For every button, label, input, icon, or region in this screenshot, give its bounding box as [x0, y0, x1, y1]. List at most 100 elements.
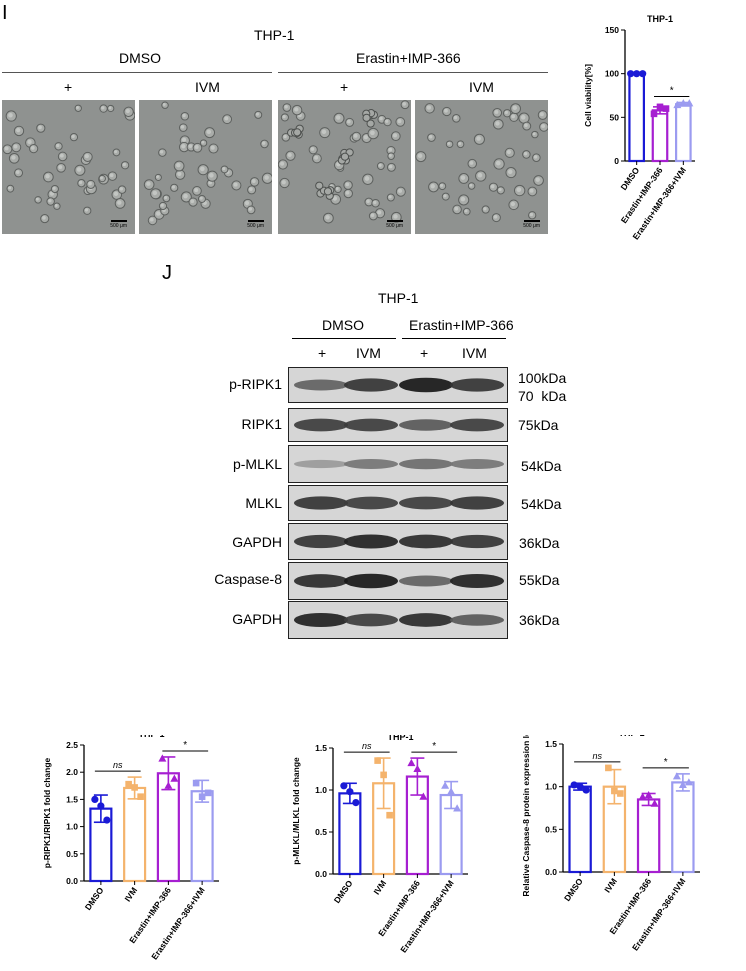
- cell-highlight: [524, 123, 528, 128]
- blot-size-ripk1: 75kDa: [518, 417, 559, 433]
- bar: [636, 798, 661, 874]
- data-point: [576, 783, 584, 791]
- cell-highlight: [483, 207, 487, 211]
- cell-highlight: [332, 196, 338, 201]
- cell-highlight: [443, 194, 447, 198]
- panel-j-lane-label: IVM: [356, 345, 381, 361]
- cell-highlight: [109, 173, 114, 178]
- cell-highlight: [38, 125, 42, 130]
- cell-highlight: [506, 149, 511, 155]
- blot-band: [344, 378, 398, 392]
- cell-highlight: [181, 137, 187, 142]
- blot-band: [450, 534, 504, 549]
- cell-highlight: [283, 134, 287, 139]
- cell-highlight: [52, 186, 56, 190]
- cell-highlight: [469, 183, 473, 187]
- cell-highlight: [495, 160, 501, 166]
- cell-highlight: [210, 145, 215, 150]
- cell-highlight: [8, 186, 12, 190]
- panel-j-group-erastin: Erastin+IMP-366: [409, 317, 514, 333]
- blot-label-p-ripk1: p-RIPK1: [229, 376, 282, 392]
- cell-highlight: [363, 135, 368, 140]
- p-ripk1-fold-change-chart: THP-1 p-RIPK1/RIPK1 fold change 0.0 0.5 1.0 1…: [42, 735, 219, 962]
- blot-band: [399, 534, 453, 549]
- cell-highlight: [529, 188, 534, 193]
- y-tick-label: 1.5: [66, 794, 78, 804]
- cell-highlight: [15, 170, 20, 174]
- cell-highlight: [255, 112, 260, 116]
- cell-highlight: [393, 133, 397, 138]
- blot-label-gapdh: GAPDH: [232, 534, 282, 550]
- significance-label: *: [183, 740, 187, 751]
- cell-highlight: [188, 144, 193, 148]
- data-point: [204, 789, 212, 797]
- blot-band: [344, 573, 398, 589]
- cell-cluster: [293, 128, 302, 137]
- blot-band: [344, 534, 398, 549]
- blot-size-gapdh: 36kDa: [519, 535, 560, 551]
- cell-highlight: [280, 161, 285, 166]
- cell-highlight: [428, 135, 433, 139]
- data-point: [633, 70, 641, 78]
- blot-band: [294, 379, 348, 391]
- cell-highlight: [78, 180, 83, 185]
- cell-highlight: [183, 193, 188, 199]
- y-axis-label: Relative Caspase-8 protein expression le…: [521, 735, 531, 897]
- cell-highlight: [222, 167, 226, 171]
- cell-highlight: [458, 141, 462, 145]
- cell-highlight: [397, 119, 402, 124]
- bar: [123, 786, 147, 883]
- cell-highlight: [30, 145, 35, 150]
- cell-highlight: [532, 132, 536, 136]
- cell-highlight: [494, 110, 499, 114]
- blot-strip-p-mlkl: [288, 445, 508, 483]
- y-tick-label: 0.0: [315, 869, 327, 879]
- cell-highlight: [159, 150, 164, 154]
- cell-highlight: [539, 112, 544, 117]
- panel-j-group-erastin-line: [402, 338, 506, 339]
- blot-band: [450, 418, 504, 432]
- cell-highlight: [209, 173, 214, 178]
- cell-highlight: [541, 124, 546, 129]
- blot-band: [399, 496, 453, 510]
- blot-label-p-mlkl: p-MLKL: [232, 456, 282, 472]
- blot-band: [399, 419, 453, 431]
- y-tick-label: 1.5: [545, 739, 557, 749]
- blot-band: [294, 612, 348, 628]
- data-point: [639, 70, 647, 78]
- y-tick-label: 0: [614, 156, 619, 166]
- cell-highlight: [88, 181, 92, 186]
- cell-highlight: [335, 115, 341, 120]
- blot-band: [344, 418, 398, 432]
- y-tick-label: 0.5: [315, 827, 327, 837]
- microscopy-image-erastin-ivm: 500 μm: [415, 100, 548, 234]
- cell-highlight: [507, 169, 513, 175]
- cell-highlight: [176, 163, 181, 168]
- cell-highlight: [364, 176, 370, 181]
- data-point: [192, 779, 200, 787]
- y-axis-label: Cell viability[%]: [583, 64, 593, 127]
- blot-band: [294, 574, 348, 588]
- cell-highlight: [11, 155, 16, 160]
- cell-highlight: [84, 154, 89, 159]
- scale-bar: 500 μm: [386, 220, 403, 229]
- data-point: [617, 790, 624, 797]
- cell-highlight: [393, 214, 398, 219]
- data-point: [447, 787, 456, 795]
- blot-size-mlkl: 54kDa: [521, 496, 562, 512]
- cell-highlight: [177, 171, 182, 176]
- blot-band: [450, 496, 504, 510]
- blot-size-label: 100kDa 70 kDa: [518, 370, 567, 404]
- cell-highlight: [54, 204, 58, 207]
- data-point: [570, 781, 578, 789]
- data-point: [673, 100, 682, 109]
- data-point: [611, 787, 618, 795]
- y-tick-label: 1.0: [315, 785, 327, 795]
- cell-highlight: [108, 106, 112, 110]
- data-point: [407, 758, 416, 767]
- x-tick-label: IVM: [602, 876, 619, 894]
- y-tick-label: 150: [605, 25, 619, 35]
- blot-band: [294, 534, 348, 549]
- panel-j-lane-label: +: [420, 345, 429, 361]
- cell-highlight: [56, 143, 60, 148]
